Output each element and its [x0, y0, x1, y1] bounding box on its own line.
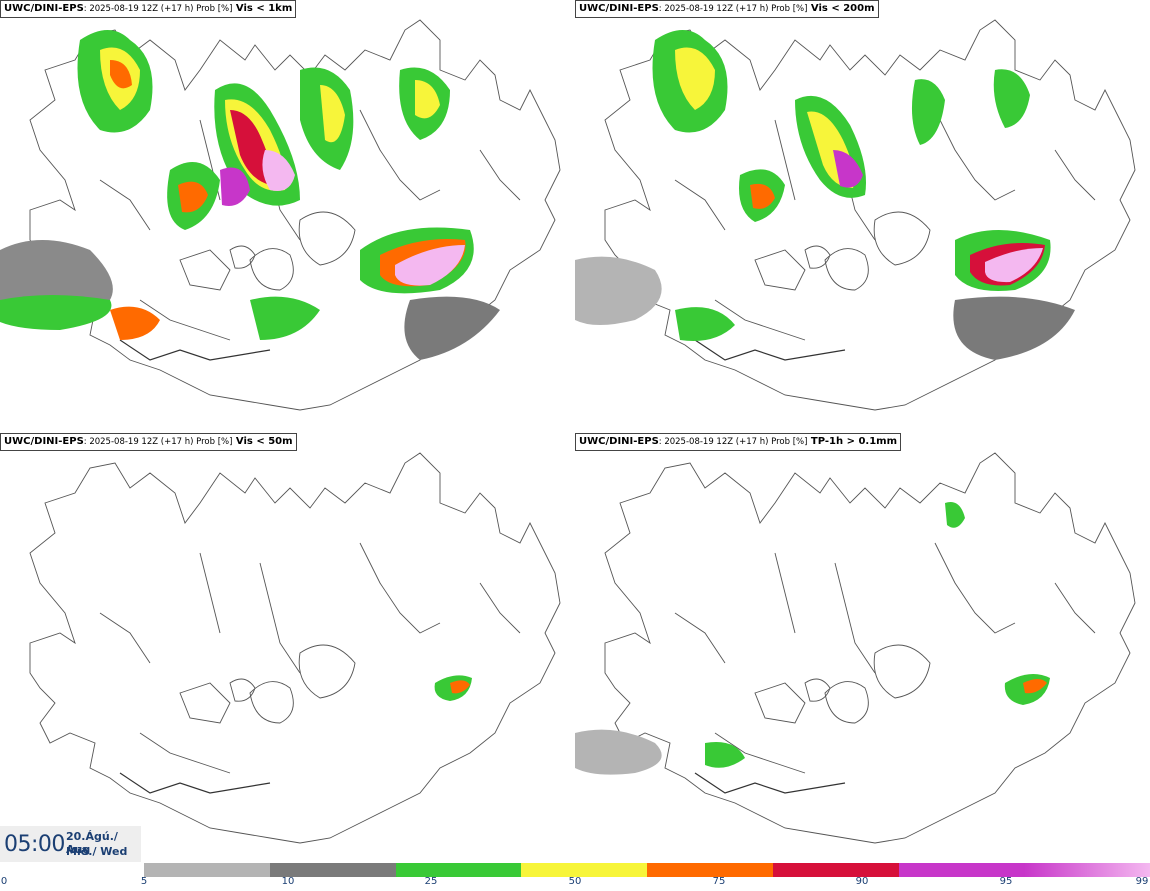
colorbar-segment — [1024, 863, 1150, 877]
colorbar-segment — [395, 863, 522, 877]
colorbar-segment — [647, 863, 773, 877]
variable-name: Vis < 200m — [807, 3, 875, 14]
colorbar-tick-label: 99 — [1135, 876, 1149, 887]
colorbar-tick-label: 0 — [0, 876, 8, 887]
colorbar-tick-label: 50 — [568, 876, 582, 887]
colorbar-tick-label: 75 — [712, 876, 726, 887]
panel-title: UWC/DINI-EPS: 2025-08-19 12Z (+17 h) Pro… — [0, 433, 297, 451]
variable-name: Vis < 1km — [232, 3, 293, 14]
colorbar-tick-label: 95 — [999, 876, 1013, 887]
colorbar-segment — [898, 863, 1025, 877]
map-panel-vis-50m: UWC/DINI-EPS: 2025-08-19 12Z (+17 h) Pro… — [0, 433, 575, 866]
panel-title: UWC/DINI-EPS: 2025-08-19 12Z (+17 h) Pro… — [0, 0, 297, 18]
colorbar-labels: 0 5 10 25 50 75 90 95 99 — [0, 876, 1150, 891]
valid-time-box: 05:00 20.Ágú./ Aug Mið./ Wed — [0, 826, 141, 862]
colorbar-segment — [521, 863, 647, 877]
map-panel-vis-200m: UWC/DINI-EPS: 2025-08-19 12Z (+17 h) Pro… — [575, 0, 1150, 433]
run-info: : 2025-08-19 12Z (+17 h) Prob [%] — [658, 4, 808, 14]
probability-colorbar — [144, 863, 1150, 877]
map-iceland-vis-50m — [29, 452, 561, 844]
model-name: UWC/DINI-EPS — [579, 436, 659, 447]
colorbar-tick-label: 10 — [281, 876, 295, 887]
colorbar-segment — [269, 863, 396, 877]
colorbar-segment — [144, 863, 270, 877]
map-iceland-vis-200m — [575, 19, 1136, 411]
colorbar-segment — [772, 863, 899, 877]
model-name: UWC/DINI-EPS — [579, 3, 659, 14]
colorbar-tick-label: 90 — [855, 876, 869, 887]
run-info: : 2025-08-19 12Z (+17 h) Prob [%] — [83, 437, 233, 447]
map-panel-precip: UWC/DINI-EPS: 2025-08-19 12Z (+17 h) Pro… — [575, 433, 1150, 866]
valid-date-line2: Mið./ Wed — [66, 845, 128, 858]
map-panel-vis-1km: UWC/DINI-EPS: 2025-08-19 12Z (+17 h) Pro… — [0, 0, 575, 433]
map-iceland-vis-1km — [0, 19, 561, 411]
valid-date-line1: 20.Ágú./ Aug — [66, 830, 118, 856]
model-name: UWC/DINI-EPS — [4, 3, 84, 14]
panel-title: UWC/DINI-EPS: 2025-08-19 12Z (+17 h) Pro… — [575, 0, 879, 18]
run-info: : 2025-08-19 12Z (+17 h) Prob [%] — [83, 4, 233, 14]
map-iceland-precip — [575, 452, 1136, 844]
valid-time-clock: 05:00 — [4, 832, 65, 857]
colorbar-tick-label: 25 — [424, 876, 438, 887]
colorbar-tick-label: 5 — [140, 876, 148, 887]
variable-name: TP-1h > 0.1mm — [807, 436, 898, 447]
run-info: : 2025-08-19 12Z (+17 h) Prob [%] — [658, 437, 808, 447]
panel-title: UWC/DINI-EPS: 2025-08-19 12Z (+17 h) Pro… — [575, 433, 902, 451]
model-name: UWC/DINI-EPS — [4, 436, 84, 447]
variable-name: Vis < 50m — [232, 436, 293, 447]
